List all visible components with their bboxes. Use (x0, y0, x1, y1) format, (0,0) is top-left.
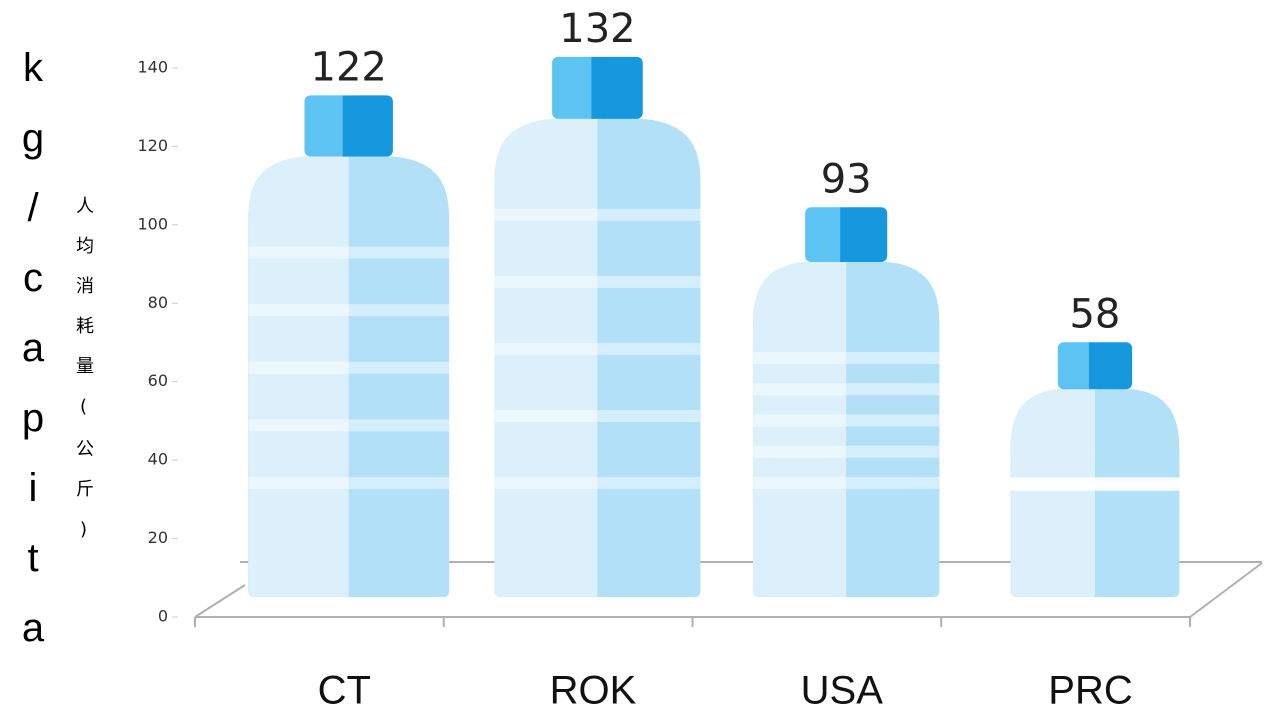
bottle-cap (591, 56, 604, 119)
bottle-cap (342, 95, 355, 157)
bottle (752, 207, 940, 597)
y-axis-label-zh: 人均消耗量(公斤) (73, 196, 94, 562)
bottle-stripe (752, 383, 940, 396)
bottle-stripe (248, 304, 450, 317)
x-tick-label: PRC (1048, 669, 1132, 713)
bottle-stripe (752, 414, 940, 427)
bottle-cap (348, 95, 393, 157)
bottle-stripe (248, 419, 450, 432)
bottle-cap (1088, 342, 1101, 390)
y-tick-label: 0 (158, 607, 168, 626)
bottle-cap (805, 207, 847, 262)
y-tick-label: 60 (148, 371, 168, 390)
y-tick-label: 40 (148, 450, 168, 469)
bottle-body-light (1010, 389, 1095, 597)
bottle-stripe (494, 342, 701, 355)
bottle-stripe (494, 275, 701, 288)
bottle-stripe (1010, 478, 1180, 491)
bottle-body-light (494, 118, 598, 597)
y-tick-label: 140 (137, 58, 168, 77)
value-label: 132 (559, 6, 635, 52)
bottle-cap (1057, 342, 1095, 390)
y-tick-label: 80 (148, 293, 168, 312)
floor-right (1189, 562, 1263, 618)
bottle-cap (552, 56, 598, 119)
y-tick-label: 120 (137, 136, 168, 155)
bottle-stripe (752, 351, 940, 364)
bottle-stripe (752, 445, 940, 458)
bottle (1010, 342, 1180, 597)
value-label: 122 (311, 44, 387, 90)
bottle-stripe (752, 477, 940, 489)
y-axis-label: kg/capita (11, 46, 55, 676)
y-tick-label: 20 (148, 528, 168, 547)
bottle-body-light (248, 156, 349, 598)
bottle-stripe (1010, 477, 1180, 489)
bottle-cap (304, 95, 349, 157)
bottle-cap (597, 56, 643, 119)
floor-left (194, 584, 246, 618)
bottle-stripe (248, 477, 450, 489)
value-label: 58 (1069, 291, 1120, 337)
bottle-stripe (494, 208, 701, 221)
x-tick-label: ROK (550, 669, 637, 713)
bottle-cap (840, 207, 853, 262)
bottle-stripe (248, 246, 450, 259)
bottle-stripe (494, 409, 701, 422)
bottle (494, 56, 701, 597)
bottle-cap (846, 207, 888, 262)
bottle-cap (1094, 342, 1133, 390)
y-tick-label: 100 (137, 214, 168, 233)
bottle-stripe (1010, 477, 1180, 490)
value-label: 93 (821, 156, 872, 202)
bottle-body-light (752, 261, 847, 597)
bottle (248, 95, 450, 598)
x-tick-label: USA (801, 669, 884, 713)
bottle-stripe (248, 361, 450, 374)
x-tick-label: CT (318, 669, 371, 713)
bottle-stripe (1010, 479, 1180, 492)
bottle-stripe (494, 477, 701, 489)
bottle-stripe (1010, 478, 1180, 491)
